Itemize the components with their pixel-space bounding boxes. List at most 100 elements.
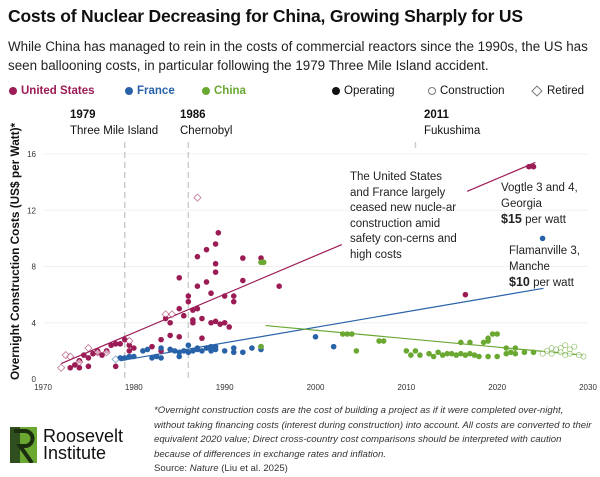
france-operating-point <box>131 353 137 360</box>
united-states-operating-point <box>217 321 223 327</box>
united-states-retired-point <box>125 336 134 346</box>
france-operating-point <box>199 348 205 354</box>
event-year: 2011 <box>424 109 449 121</box>
china-construction-point <box>566 350 573 357</box>
event-tmi: 1979 Three Mile Island <box>70 107 158 139</box>
france-operating-point <box>158 355 164 361</box>
china-operating-point <box>430 353 437 360</box>
france-operating-point <box>176 349 183 356</box>
china-operating-point <box>494 331 500 337</box>
united-states-operating-point <box>203 246 210 253</box>
source-name: Nature <box>189 463 219 475</box>
china-operating-point <box>453 352 460 358</box>
flamanville-unit: per watt <box>533 277 574 289</box>
annotation-us-france: The United States and France largely cea… <box>350 171 457 261</box>
united-states-retired-point <box>93 348 102 357</box>
united-states-operating-point <box>85 363 92 370</box>
legend-label: Construction <box>440 85 505 97</box>
china-operating-point <box>435 349 441 356</box>
united-states-operating-point <box>199 315 205 322</box>
flamanville-name: Flamanville 3, Manche <box>509 245 580 273</box>
china-operating-point <box>349 331 355 337</box>
united-states-operating-point <box>117 341 124 347</box>
france-operating-point <box>149 355 155 361</box>
united-states-operating-point <box>276 283 282 290</box>
china-construction-point <box>571 343 578 350</box>
china-construction-point <box>557 349 564 356</box>
united-states-operating-point <box>112 341 119 347</box>
source-suffix: (Liu et al. 2025) <box>218 463 288 475</box>
vogtle-value: $15 <box>501 212 522 226</box>
france-operating-point <box>240 349 246 356</box>
legend-label: France <box>137 85 175 97</box>
france-operating-point <box>153 353 160 360</box>
united-states-retired-point <box>167 310 177 319</box>
france-operating-point <box>167 346 173 353</box>
logo-mark-icon <box>10 427 37 465</box>
united-states-operating-point <box>99 352 105 358</box>
united-states-operating-point <box>221 319 228 326</box>
china-construction-point <box>539 350 546 357</box>
united-states-operating-point <box>212 260 219 267</box>
x-tick-label: 2000 <box>307 383 325 392</box>
france-operating-point <box>171 348 178 354</box>
united-states-operating-point <box>212 269 219 275</box>
china-operating-point <box>462 352 469 358</box>
china-operating-point <box>339 331 346 337</box>
x-tick-label: 1980 <box>125 383 143 392</box>
china-operating-point <box>380 338 387 344</box>
france-operating-point <box>203 345 210 351</box>
france-operating-point <box>212 346 219 353</box>
united-states-operating-point <box>190 317 196 323</box>
united-states-operating-point <box>208 319 214 326</box>
france-dot-icon <box>125 87 133 95</box>
united-states-operating-point <box>240 277 246 284</box>
event-fukushima: 2011 Fukushima <box>424 107 480 139</box>
china-operating-point <box>503 345 510 351</box>
united-states-retired-point <box>161 310 170 319</box>
x-tick-label: 2020 <box>488 383 506 392</box>
legend-construction: Construction <box>428 85 505 97</box>
united-states-operating-point <box>67 364 74 371</box>
china-operating-point <box>476 353 482 360</box>
france-operating-point <box>185 342 192 349</box>
united-states-operating-point <box>215 229 222 236</box>
united-states-operating-point <box>71 362 78 368</box>
us-dot-icon <box>9 87 17 95</box>
united-states-operating-point <box>176 334 183 340</box>
united-states-operating-point <box>76 364 83 371</box>
france-operating-point <box>180 348 187 354</box>
united-states-operating-point <box>158 336 164 343</box>
united-states-operating-point <box>149 343 155 350</box>
france-operating-point <box>208 343 214 350</box>
united-states-operating-point <box>167 319 173 326</box>
united-states-operating-point <box>230 293 237 299</box>
france-operating-point <box>176 353 183 360</box>
y-tick-label: 4 <box>32 319 37 328</box>
china-operating-point <box>530 349 537 356</box>
united-states-operating-point <box>194 283 201 290</box>
france-operating-point <box>194 345 201 351</box>
united-states-operating-point <box>108 342 114 349</box>
united-states-operating-point <box>221 293 228 299</box>
united-states-operating-point <box>85 355 92 361</box>
china-operating-point <box>512 345 519 351</box>
united-states-operating-point <box>530 163 537 170</box>
legend-label: Operating <box>344 85 395 97</box>
china-operating-point <box>426 350 432 357</box>
france-operating-point <box>249 345 255 351</box>
china-operating-point <box>258 343 264 350</box>
china-operating-point <box>408 352 414 358</box>
united-states-operating-point <box>240 255 246 261</box>
united-states-operating-point <box>185 298 192 305</box>
y-tick-label: 0 <box>32 375 37 384</box>
united-states-operating-point <box>180 312 187 319</box>
event-label: Fukushima <box>424 125 481 137</box>
china-operating-point <box>344 331 351 337</box>
china-operating-point <box>485 338 491 344</box>
china-operating-point <box>489 331 496 337</box>
china-operating-point <box>376 338 382 344</box>
footnote: *Overnight construction costs are the co… <box>154 404 594 477</box>
